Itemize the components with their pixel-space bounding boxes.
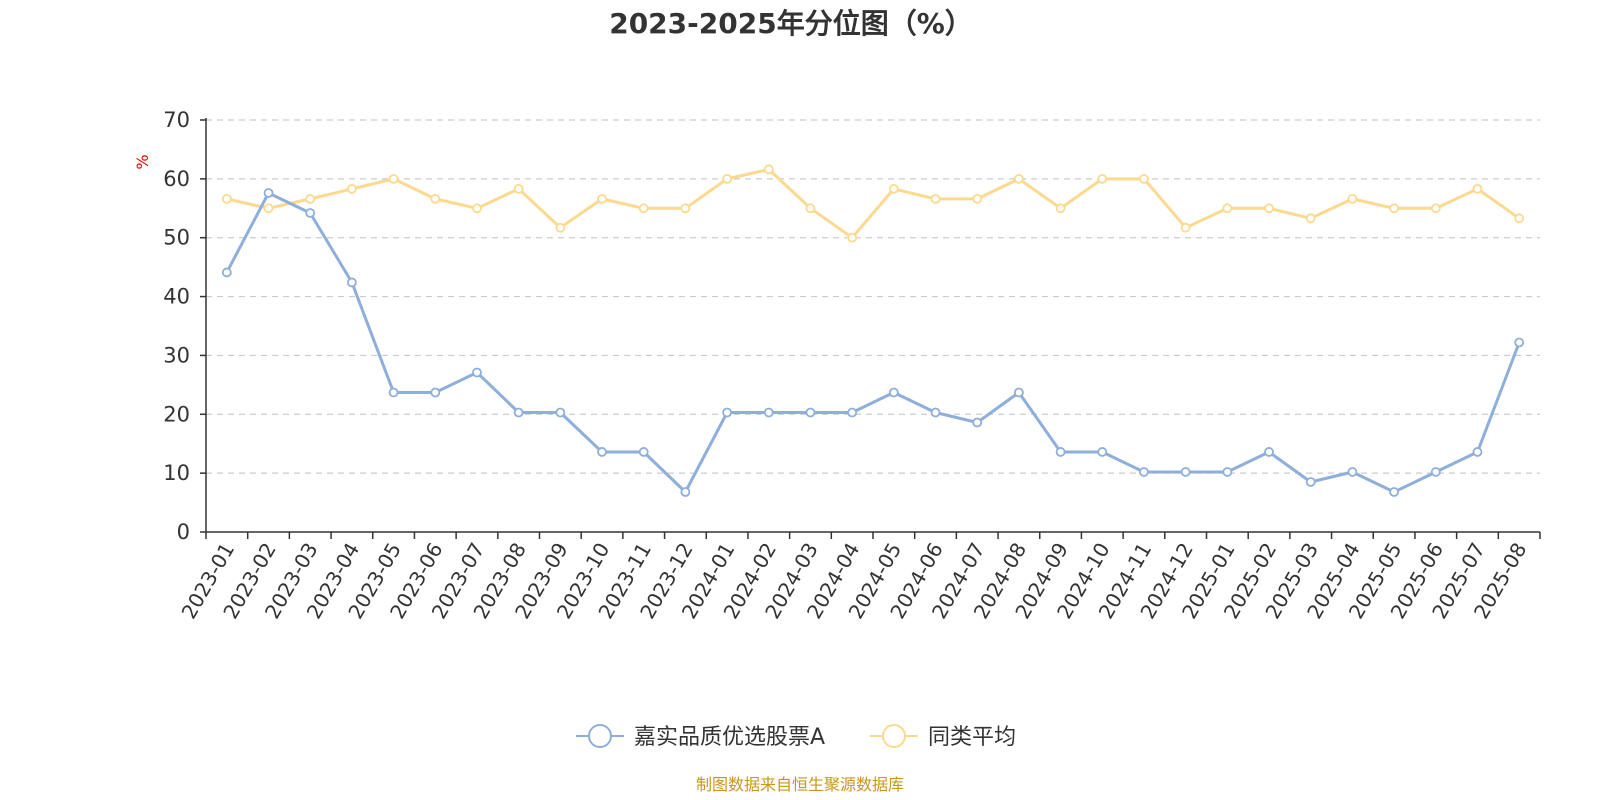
legend: 嘉实品质优选股票A 同类平均: [576, 724, 1016, 750]
data-point[interactable]: [597, 447, 607, 457]
data-point[interactable]: [1389, 487, 1399, 497]
x-axis: 2023-012023-022023-032023-042023-052023-…: [177, 531, 1541, 623]
data-point[interactable]: [1514, 337, 1525, 348]
series-average: [221, 164, 1525, 243]
legend-label: 嘉实品质优选股票A: [634, 725, 825, 750]
data-point[interactable]: [1055, 447, 1066, 457]
data-point[interactable]: [347, 183, 357, 194]
data-point[interactable]: [680, 203, 691, 214]
data-point[interactable]: [472, 203, 482, 214]
data-point[interactable]: [597, 193, 607, 204]
data-point[interactable]: [1055, 203, 1066, 214]
data-point[interactable]: [1472, 183, 1483, 194]
data-point[interactable]: [1430, 467, 1441, 477]
data-point[interactable]: [1264, 203, 1274, 214]
data-point[interactable]: [263, 188, 274, 198]
data-point[interactable]: [763, 164, 774, 175]
data-point[interactable]: [1222, 203, 1233, 214]
data-point[interactable]: [1472, 447, 1483, 457]
data-point[interactable]: [930, 193, 941, 204]
data-point[interactable]: [722, 173, 732, 184]
data-point[interactable]: [1139, 467, 1149, 477]
data-point[interactable]: [638, 203, 649, 214]
data-point[interactable]: [1264, 447, 1274, 457]
y-tick-label: 70: [163, 108, 190, 132]
data-point[interactable]: [888, 183, 899, 194]
data-point[interactable]: [1347, 193, 1358, 204]
series-fund: [221, 188, 1525, 497]
y-tick-label: 30: [163, 343, 190, 367]
data-point[interactable]: [430, 387, 441, 398]
data-point[interactable]: [347, 277, 357, 288]
y-tick-label: 0: [177, 520, 190, 544]
data-point[interactable]: [1180, 222, 1191, 233]
data-point[interactable]: [1222, 467, 1233, 477]
data-point[interactable]: [1014, 387, 1024, 398]
y-axis: 0 10 20 30 40 50 60 70: [163, 108, 207, 544]
data-point[interactable]: [847, 232, 858, 243]
legend-item-fund[interactable]: 嘉实品质优选股票A: [576, 724, 825, 750]
data-point[interactable]: [1389, 203, 1399, 214]
data-point[interactable]: [847, 407, 858, 418]
data-point[interactable]: [1514, 213, 1525, 224]
y-tick-label: 20: [163, 402, 190, 426]
data-point[interactable]: [1097, 173, 1108, 184]
data-point[interactable]: [263, 203, 274, 214]
data-point[interactable]: [1305, 213, 1316, 224]
legend-label: 同类平均: [928, 725, 1016, 750]
data-point[interactable]: [1347, 467, 1358, 477]
legend-item-average[interactable]: 同类平均: [870, 724, 1016, 750]
data-point[interactable]: [805, 203, 816, 214]
legend-marker: [588, 724, 612, 748]
data-point[interactable]: [763, 407, 774, 418]
data-point[interactable]: [388, 387, 399, 398]
data-point[interactable]: [513, 183, 524, 194]
y-tick-label: 50: [163, 226, 190, 250]
data-point[interactable]: [1180, 467, 1191, 477]
data-point[interactable]: [555, 407, 566, 418]
data-point[interactable]: [1139, 173, 1149, 184]
data-point[interactable]: [722, 407, 732, 418]
gridlines: [206, 119, 1540, 474]
y-axis-unit-label: %: [133, 154, 152, 169]
data-point[interactable]: [430, 193, 441, 204]
data-point[interactable]: [1305, 477, 1316, 487]
data-point[interactable]: [388, 173, 399, 184]
data-point[interactable]: [221, 193, 232, 204]
y-tick-label: 60: [163, 167, 190, 191]
data-point[interactable]: [1014, 173, 1024, 184]
data-point[interactable]: [930, 407, 941, 418]
series-line: [225, 191, 1521, 494]
y-tick-label: 10: [163, 461, 190, 485]
data-point[interactable]: [638, 447, 649, 457]
data-point[interactable]: [1097, 447, 1108, 457]
y-tick-label: 40: [163, 285, 190, 309]
legend-marker: [882, 724, 906, 748]
data-point[interactable]: [305, 208, 316, 218]
data-point[interactable]: [972, 193, 983, 204]
source-note: 制图数据来自恒生聚源数据库: [696, 775, 904, 794]
data-point[interactable]: [888, 387, 899, 398]
data-point[interactable]: [555, 222, 566, 233]
data-point[interactable]: [221, 267, 232, 278]
chart-title: 2023-2025年分位图（%）: [609, 7, 973, 40]
data-point[interactable]: [680, 487, 691, 497]
data-point[interactable]: [305, 193, 316, 204]
data-point[interactable]: [513, 407, 524, 418]
data-point[interactable]: [472, 367, 482, 378]
data-point[interactable]: [1430, 203, 1441, 214]
series-layer: [221, 164, 1525, 497]
data-point[interactable]: [972, 417, 983, 428]
data-point[interactable]: [805, 407, 816, 418]
series-line: [226, 167, 1521, 240]
